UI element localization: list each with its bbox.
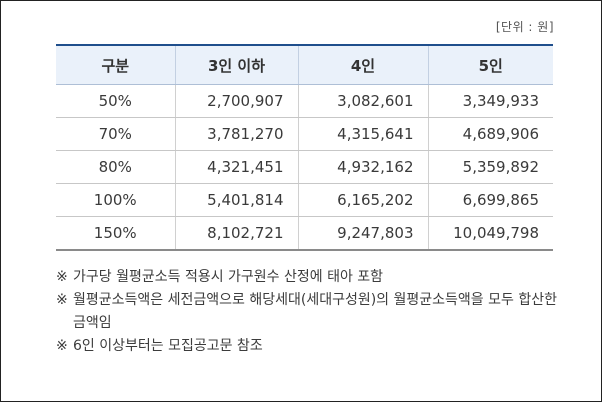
table-header-row: 구분 3인 이하 4인 5인 [56, 44, 553, 85]
table-row: 50% 2,700,907 3,082,601 3,349,933 [56, 84, 553, 118]
cell-value: 9,247,803 [297, 216, 428, 251]
cell-value: 3,082,601 [297, 84, 428, 118]
cell-value: 4,321,451 [174, 150, 298, 184]
income-table: 구분 3인 이하 4인 5인 50% 2,700,907 3,082,601 3… [56, 44, 553, 251]
row-category: 70% [56, 117, 175, 151]
row-category: 100% [56, 183, 175, 217]
cell-value: 6,699,865 [427, 183, 553, 217]
table-row: 80% 4,321,451 4,932,162 5,359,892 [56, 150, 553, 184]
reference-mark: ※ [56, 338, 68, 354]
cell-value: 3,349,933 [427, 84, 553, 118]
cell-value: 6,165,202 [297, 183, 428, 217]
header-5-persons: 5인 [427, 44, 553, 85]
table-row: 100% 5,401,814 6,165,202 6,699,865 [56, 183, 553, 217]
note-text: 가구당 월평균소득 적용시 가구원수 산정에 태아 포함 [73, 269, 384, 285]
header-4-persons: 4인 [297, 44, 428, 85]
table-row: 150% 8,102,721 9,247,803 10,049,798 [56, 216, 553, 251]
header-category: 구분 [56, 44, 175, 85]
reference-mark: ※ [56, 292, 68, 308]
cell-value: 4,932,162 [297, 150, 428, 184]
table-row: 70% 3,781,270 4,315,641 4,689,906 [56, 117, 553, 151]
cell-value: 5,359,892 [427, 150, 553, 184]
row-category: 150% [56, 216, 175, 251]
note-item: ※ 6인 이상부터는 모집공고문 참조 [56, 335, 566, 358]
reference-mark: ※ [56, 269, 68, 285]
cell-value: 5,401,814 [174, 183, 298, 217]
note-item: ※ 가구당 월평균소득 적용시 가구원수 산정에 태아 포함 [56, 266, 566, 289]
note-item: ※ 월평균소득액은 세전금액으로 해당세대(세대구성원)의 월평균소득액을 모두… [56, 289, 566, 335]
cell-value: 10,049,798 [427, 216, 553, 251]
cell-value: 2,700,907 [174, 84, 298, 118]
row-category: 50% [56, 84, 175, 118]
cell-value: 4,315,641 [297, 117, 428, 151]
notes-list: ※ 가구당 월평균소득 적용시 가구원수 산정에 태아 포함 ※ 월평균소득액은… [56, 266, 566, 358]
cell-value: 4,689,906 [427, 117, 553, 151]
note-text: 월평균소득액은 세전금액으로 해당세대(세대구성원)의 월평균소득액을 모두 합… [73, 292, 557, 331]
row-category: 80% [56, 150, 175, 184]
note-text: 6인 이상부터는 모집공고문 참조 [73, 338, 263, 354]
header-3-or-less: 3인 이하 [174, 44, 298, 85]
cell-value: 8,102,721 [174, 216, 298, 251]
cell-value: 3,781,270 [174, 117, 298, 151]
unit-label: [단위 : 원] [495, 20, 554, 34]
